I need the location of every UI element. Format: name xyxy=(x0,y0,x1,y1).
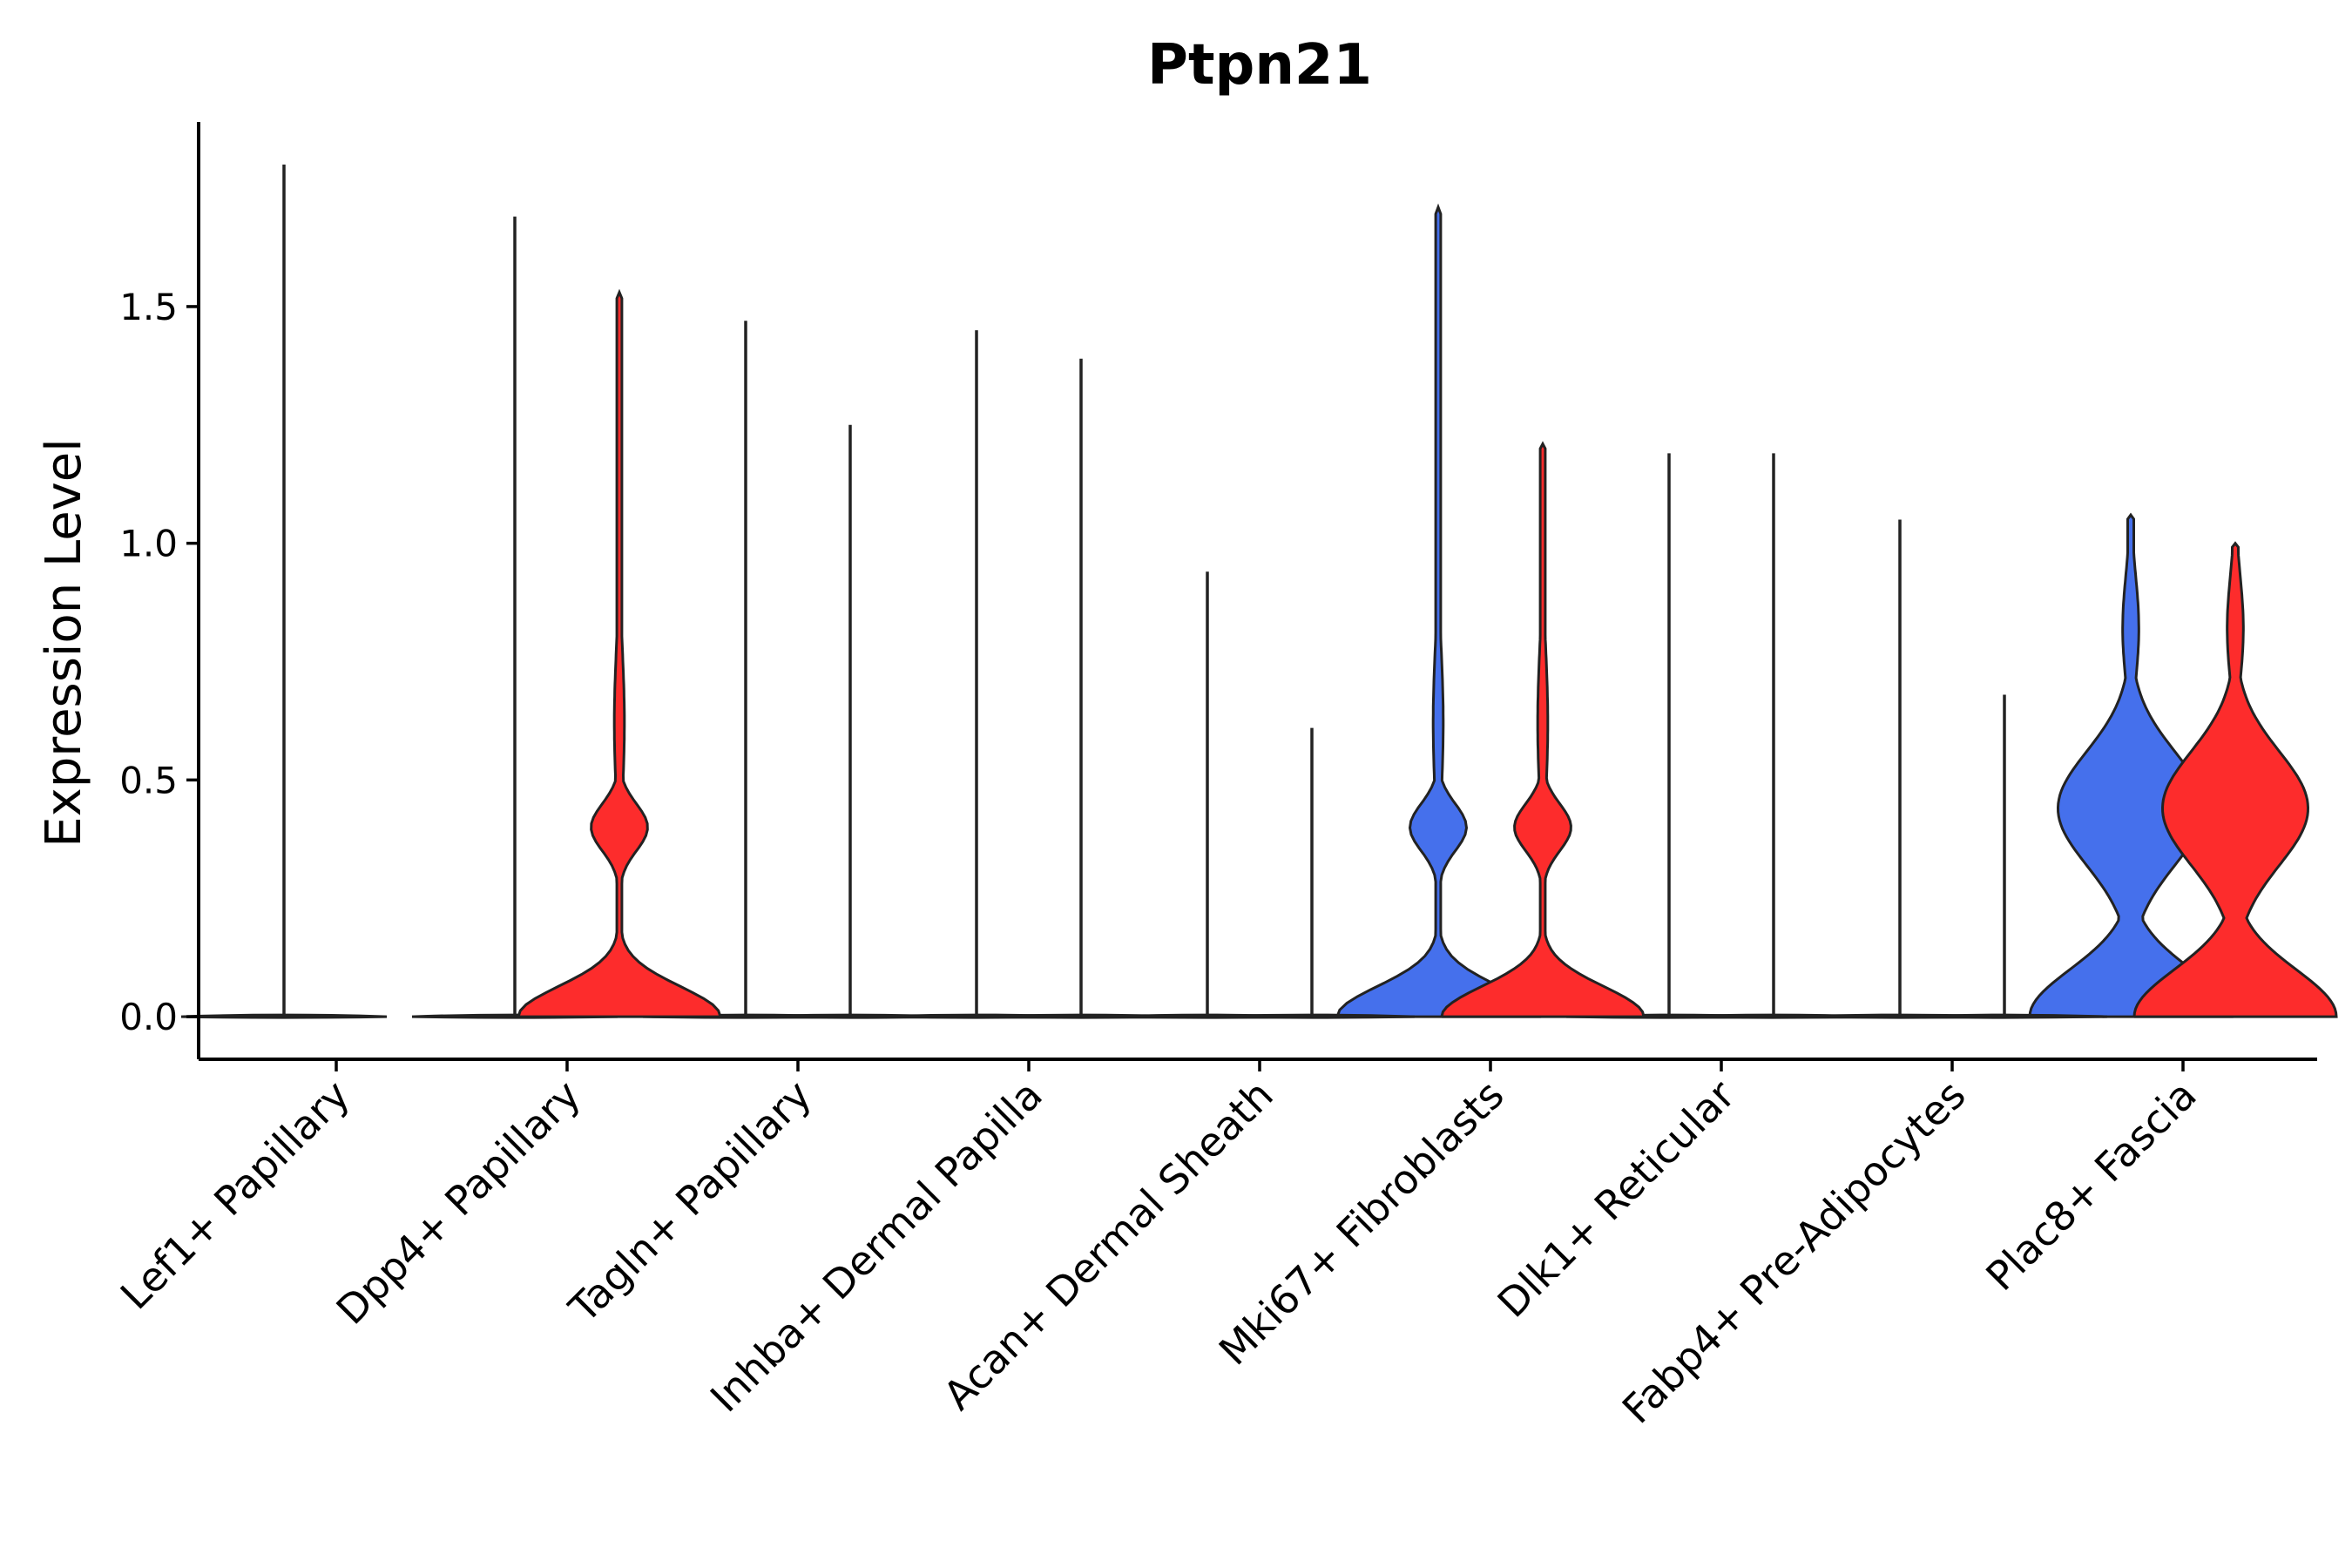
x-tick-label-8: Plac8+ Fascia xyxy=(1977,1071,2205,1300)
x-tick-label-2: Tagln+ Papillary xyxy=(559,1071,821,1333)
violin-group2-4 xyxy=(977,1013,1185,1019)
violin-group2-2 xyxy=(517,288,723,1018)
axes-layer xyxy=(197,122,2317,1061)
y-ticks: 0.0 0.5 1.0 1.5 xyxy=(119,286,199,1038)
y-tick-label-1: 0.5 xyxy=(119,759,178,801)
chart-title: Ptpn21 xyxy=(1147,33,1372,98)
violin-group1-1 xyxy=(180,1013,388,1019)
violin-group2-9 xyxy=(2132,541,2338,1018)
violin-layer xyxy=(180,164,2338,1019)
violin-group2-3 xyxy=(747,1013,954,1019)
violin-group2-6 xyxy=(1440,441,1646,1018)
x-tick-label-1: Dpp4+ Papillary xyxy=(328,1071,590,1334)
y-tick-label-2: 1.0 xyxy=(119,523,178,565)
violin-group1-6 xyxy=(1335,203,1542,1018)
x-tick-label-0: Lef1+ Papillary xyxy=(112,1071,359,1319)
y-tick-label-3: 1.5 xyxy=(119,286,178,328)
violin-group2-7 xyxy=(1670,1013,1877,1019)
violin-group2-8 xyxy=(1901,1013,2108,1019)
violin-group2-5 xyxy=(1208,1013,1416,1019)
x-tick-label-6: Dlk1+ Reticular xyxy=(1489,1071,1744,1327)
y-tick-label-0: 0.0 xyxy=(119,996,178,1038)
y-axis-label: Expression Level xyxy=(36,438,92,848)
